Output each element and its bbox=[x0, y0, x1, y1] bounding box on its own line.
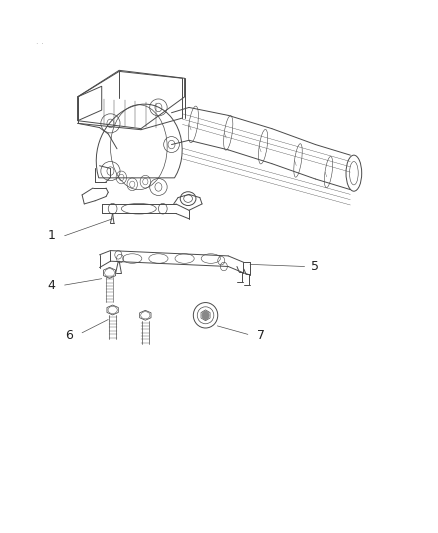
Text: 4: 4 bbox=[47, 279, 55, 292]
Text: 7: 7 bbox=[256, 329, 265, 342]
Text: 1: 1 bbox=[47, 229, 55, 242]
Circle shape bbox=[201, 311, 208, 319]
Text: 6: 6 bbox=[65, 329, 73, 342]
Text: . .: . . bbox=[36, 37, 44, 46]
Text: 5: 5 bbox=[311, 260, 319, 273]
